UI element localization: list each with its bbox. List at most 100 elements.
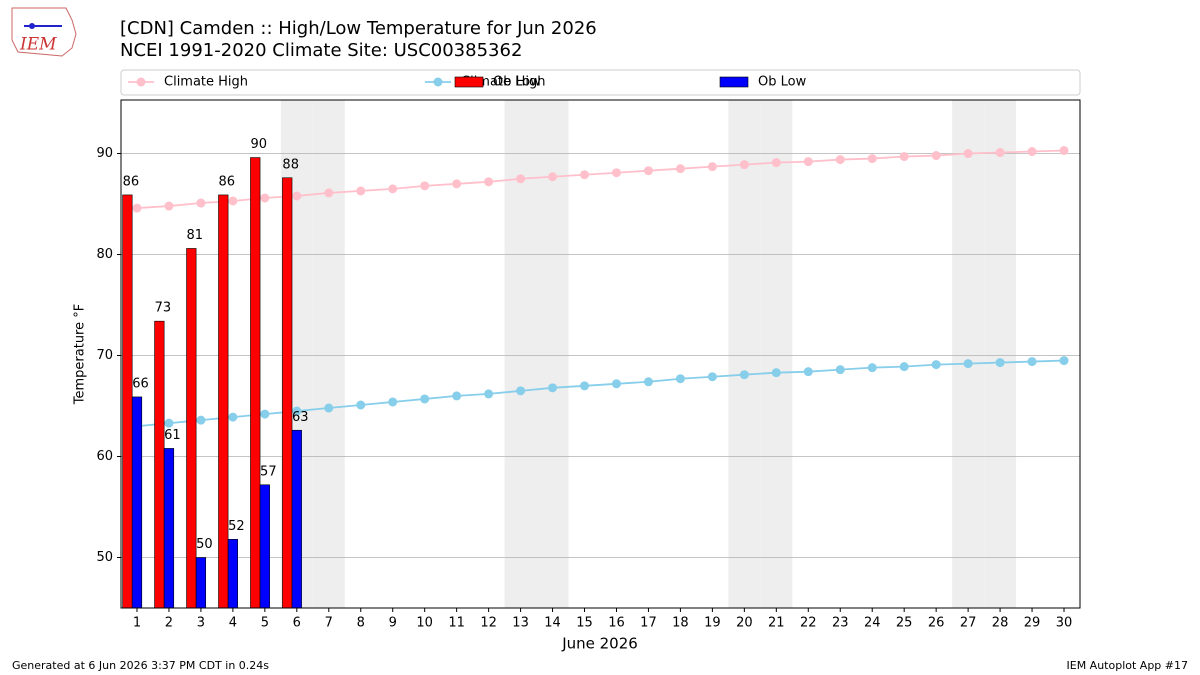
point bbox=[675, 164, 685, 174]
point bbox=[196, 198, 206, 208]
point bbox=[260, 193, 270, 203]
bar bbox=[154, 320, 165, 609]
point bbox=[803, 367, 813, 377]
bar bbox=[218, 194, 229, 609]
x-tick-label: 11 bbox=[448, 616, 465, 631]
point bbox=[1027, 147, 1037, 157]
point bbox=[452, 391, 462, 401]
point bbox=[228, 196, 238, 206]
point bbox=[516, 386, 526, 396]
x-tick-label: 17 bbox=[640, 616, 657, 631]
point bbox=[420, 394, 430, 404]
x-tick-label: 8 bbox=[357, 616, 365, 631]
x-tick-label: 30 bbox=[1056, 616, 1073, 631]
point bbox=[484, 389, 494, 399]
legend-swatch bbox=[136, 77, 146, 87]
point bbox=[420, 181, 430, 191]
point bbox=[707, 372, 717, 382]
x-tick-label: 27 bbox=[960, 616, 977, 631]
x-tick-label: 23 bbox=[832, 616, 849, 631]
point bbox=[484, 177, 494, 187]
legend-swatch bbox=[454, 76, 484, 88]
point bbox=[292, 191, 302, 201]
point bbox=[292, 406, 302, 416]
value-label: 90 bbox=[250, 137, 267, 152]
value-label: 63 bbox=[292, 410, 309, 425]
point bbox=[963, 149, 973, 159]
line bbox=[136, 149, 1065, 209]
point bbox=[580, 381, 590, 391]
point bbox=[164, 201, 174, 211]
weekend-band bbox=[536, 100, 569, 608]
legend-swatch bbox=[433, 77, 443, 87]
point bbox=[707, 162, 717, 172]
point bbox=[931, 151, 941, 161]
legend-label: Ob High bbox=[493, 75, 546, 90]
logo-icon bbox=[29, 23, 35, 29]
point bbox=[675, 374, 685, 384]
x-tick-label: 19 bbox=[704, 616, 721, 631]
point bbox=[963, 359, 973, 369]
x-tick-label: 10 bbox=[416, 616, 433, 631]
x-tick-label: 29 bbox=[1024, 616, 1041, 631]
point bbox=[388, 184, 398, 194]
point bbox=[611, 379, 621, 389]
point bbox=[196, 415, 206, 425]
legend-label: Climate High bbox=[164, 75, 248, 90]
point bbox=[132, 203, 142, 213]
point bbox=[739, 160, 749, 170]
point bbox=[867, 154, 877, 164]
x-tick-label: 28 bbox=[992, 616, 1009, 631]
x-tick-label: 3 bbox=[197, 616, 205, 631]
value-label: 86 bbox=[218, 174, 235, 189]
point bbox=[580, 170, 590, 180]
point bbox=[1027, 357, 1037, 367]
legend-swatch bbox=[719, 76, 749, 88]
y-tick-label: 90 bbox=[96, 146, 113, 161]
point bbox=[611, 168, 621, 178]
point bbox=[324, 403, 334, 413]
weekend-band bbox=[760, 100, 793, 608]
point bbox=[324, 188, 334, 198]
weekend-band bbox=[728, 100, 761, 608]
point bbox=[835, 155, 845, 165]
point bbox=[899, 152, 909, 162]
x-tick-label: 4 bbox=[229, 616, 237, 631]
footer-left: Generated at 6 Jun 2026 3:37 PM CDT in 0… bbox=[12, 659, 269, 672]
bar bbox=[291, 429, 302, 609]
x-tick-label: 25 bbox=[896, 616, 913, 631]
point bbox=[643, 166, 653, 176]
value-label: 52 bbox=[228, 519, 245, 534]
x-tick-label: 5 bbox=[261, 616, 269, 631]
legend-box bbox=[120, 69, 1081, 96]
point bbox=[835, 365, 845, 375]
x-tick-label: 6 bbox=[293, 616, 301, 631]
point bbox=[803, 157, 813, 167]
x-tick-label: 1 bbox=[133, 616, 141, 631]
y-tick-label: 50 bbox=[96, 550, 113, 565]
point bbox=[548, 172, 558, 182]
value-label: 86 bbox=[123, 174, 140, 189]
bar bbox=[250, 157, 261, 609]
point bbox=[867, 363, 877, 373]
point bbox=[1059, 145, 1069, 155]
x-tick-label: 14 bbox=[544, 616, 561, 631]
value-label: 88 bbox=[282, 157, 299, 172]
legend-label: Ob Low bbox=[758, 75, 807, 90]
y-tick-label: 80 bbox=[96, 247, 113, 262]
bar bbox=[122, 194, 133, 609]
value-label: 61 bbox=[164, 428, 181, 443]
point bbox=[356, 186, 366, 196]
x-tick-label: 20 bbox=[736, 616, 753, 631]
point bbox=[771, 158, 781, 168]
x-tick-label: 24 bbox=[864, 616, 881, 631]
value-label: 57 bbox=[260, 464, 277, 479]
value-label: 81 bbox=[187, 228, 204, 243]
bar bbox=[195, 557, 207, 609]
point bbox=[356, 400, 366, 410]
logo-outline bbox=[11, 7, 77, 57]
logo: IEM bbox=[11, 7, 77, 57]
value-label: 73 bbox=[155, 301, 172, 316]
point bbox=[995, 148, 1005, 158]
point bbox=[739, 370, 749, 380]
